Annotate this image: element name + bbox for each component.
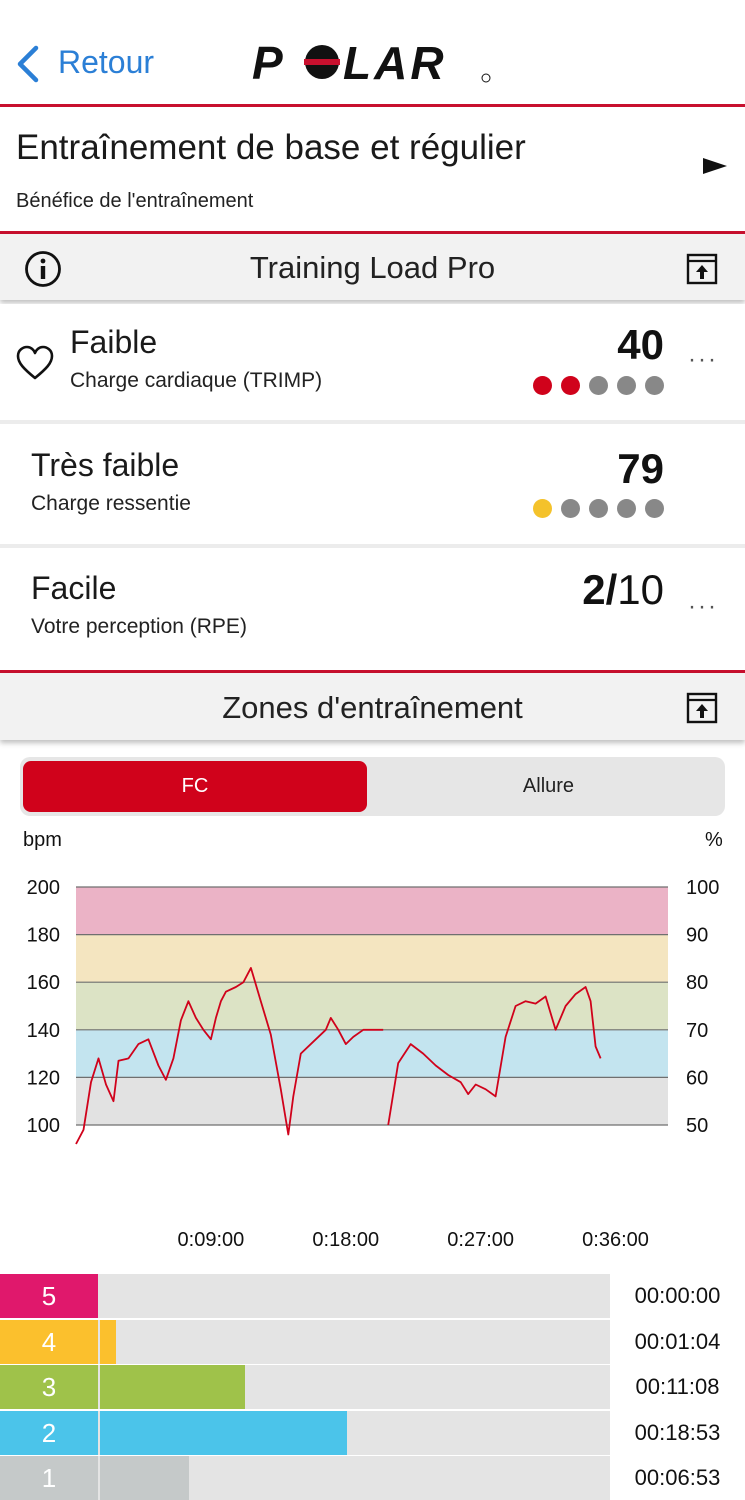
training-benefit-panel[interactable] — [0, 107, 745, 231]
info-icon[interactable] — [24, 250, 62, 288]
section-divider — [0, 231, 745, 234]
svg-text:LAR: LAR — [343, 42, 447, 86]
perceived-load-row[interactable] — [0, 424, 745, 544]
share-icon[interactable] — [686, 253, 718, 285]
zone-time-bar — [100, 1410, 347, 1455]
y-tick-label: 120 — [27, 1067, 60, 1089]
polar-logo: P LAR — [252, 42, 491, 86]
rpe-label: Votre perception (RPE) — [31, 615, 247, 638]
more-options-icon[interactable]: ··· — [688, 593, 718, 620]
tab-pace[interactable]: Allure — [522, 775, 575, 797]
more-options-icon[interactable]: ··· — [688, 346, 718, 373]
zone-number: 4 — [0, 1319, 98, 1364]
load-dot — [561, 376, 580, 395]
zone-number: 5 — [0, 1274, 98, 1318]
zone-time-value: 00:06:53 — [610, 1456, 745, 1500]
x-tick-label: 0:18:00 — [312, 1229, 379, 1251]
cardio-load-level: Faible — [70, 324, 158, 360]
training-zones-header — [0, 673, 745, 740]
play-arrow-icon[interactable] — [703, 156, 727, 176]
load-dot — [645, 376, 664, 395]
heart-rate-line — [387, 986, 602, 1126]
y-tick-label: 140 — [27, 1020, 60, 1042]
y-tick-label: 180 — [27, 925, 60, 947]
zone-number: 3 — [0, 1365, 98, 1409]
y-tick-label-percent: 80 — [686, 972, 708, 994]
tab-heart-rate[interactable]: FC — [23, 761, 367, 812]
zone-band — [76, 1029, 668, 1078]
x-tick-label: 0:36:00 — [582, 1229, 649, 1251]
y-tick-label-percent: 90 — [686, 925, 708, 947]
load-dot — [533, 376, 552, 395]
navigation-bar — [0, 0, 745, 107]
training-load-title: Training Load Pro — [249, 250, 496, 285]
zone-time-bar — [100, 1365, 245, 1409]
y-axis-label-right: % — [705, 829, 723, 851]
zone-time-value: 00:00:00 — [610, 1274, 745, 1318]
y-tick-label-percent: 70 — [686, 1020, 708, 1042]
perceived-load-value: 79 — [617, 445, 664, 492]
heart-rate-chart: 200 180 160 140 120 100 100 90 80 70 60 50 0:09:00… — [27, 877, 720, 1251]
svg-text:P: P — [252, 42, 286, 86]
y-tick-label: 200 — [27, 877, 60, 899]
row-separator — [0, 544, 745, 548]
rpe-value: 2/10 — [582, 566, 664, 613]
share-icon[interactable] — [686, 692, 718, 724]
load-dot — [561, 499, 580, 518]
zone-time-bar — [100, 1319, 116, 1364]
cardio-load-label: Charge cardiaque (TRIMP) — [70, 369, 323, 392]
zone-band — [76, 1077, 668, 1125]
heart-icon — [16, 345, 54, 380]
y-tick-label: 160 — [27, 972, 60, 994]
y-tick-label-percent: 50 — [686, 1115, 708, 1137]
back-chevron-icon[interactable] — [14, 44, 44, 84]
y-axis-label-left: bpm — [23, 829, 62, 851]
load-dot — [617, 376, 636, 395]
zone-band — [76, 934, 668, 983]
training-benefit-title: Entraînement de base et régulier — [16, 128, 526, 167]
load-dot — [589, 499, 608, 518]
zone-band — [76, 982, 668, 1030]
zone-time-value: 00:11:08 — [610, 1365, 745, 1409]
load-dot — [589, 376, 608, 395]
load-dot — [533, 499, 552, 518]
zone-band — [76, 887, 668, 935]
x-tick-label: 0:27:00 — [447, 1229, 514, 1251]
training-load-header — [0, 234, 745, 300]
zone-number: 2 — [0, 1410, 98, 1455]
section-divider — [0, 670, 745, 673]
rpe-row[interactable] — [0, 548, 745, 670]
x-tick-label: 0:09:00 — [178, 1229, 245, 1251]
cardio-load-value: 40 — [617, 321, 664, 368]
load-dot — [645, 499, 664, 518]
back-button[interactable]: Retour — [58, 44, 155, 80]
rpe-level: Facile — [31, 570, 117, 606]
heart-rate-line — [75, 967, 384, 1145]
training-benefit-subtitle: Bénéfice de l'entraînement — [16, 190, 254, 212]
perceived-load-level: Très faible — [31, 447, 180, 483]
row-separator — [0, 420, 745, 424]
cardio-load-row[interactable] — [0, 304, 745, 420]
zone-time-value: 00:01:04 — [610, 1319, 745, 1364]
zone-time-bar — [100, 1456, 189, 1500]
load-dot — [617, 499, 636, 518]
zone-number: 1 — [0, 1456, 98, 1500]
y-tick-label: 100 — [27, 1115, 60, 1137]
zone-time-value: 00:18:53 — [610, 1410, 745, 1455]
y-tick-label-percent: 100 — [686, 877, 719, 899]
y-tick-label-percent: 60 — [686, 1067, 708, 1089]
perceived-load-label: Charge ressentie — [31, 492, 191, 515]
training-zones-title: Zones d'entraînement — [222, 690, 523, 725]
